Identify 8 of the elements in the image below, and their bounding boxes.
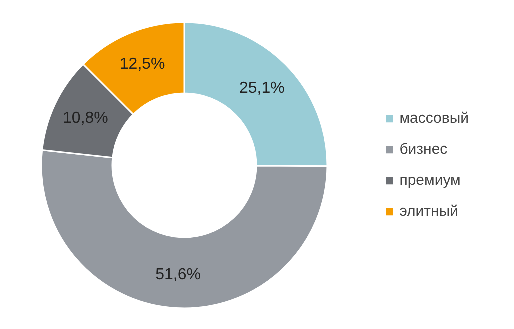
legend-label: массовый [400, 110, 469, 126]
legend-label: премиум [400, 172, 461, 188]
legend-label: бизнес [400, 140, 448, 158]
legend-label: элитный [400, 202, 458, 220]
data-label: 25,1% [239, 80, 285, 97]
data-label: 10,8% [63, 110, 108, 127]
data-label: 51,6% [156, 266, 202, 284]
data-label: 12,5% [120, 56, 166, 73]
